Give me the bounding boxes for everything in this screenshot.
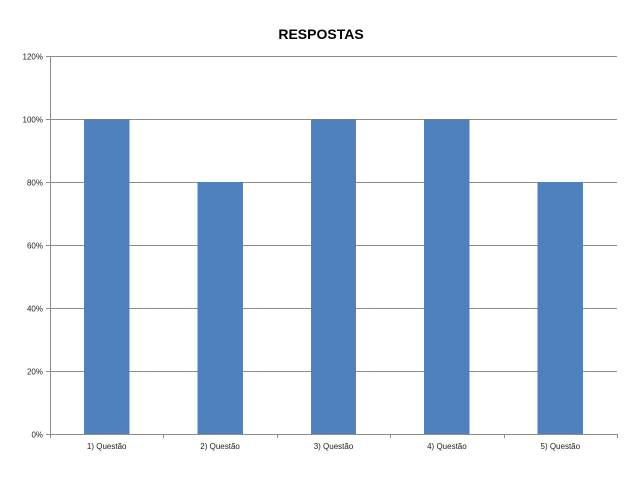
x-tick-label: 1) Questão [87, 442, 127, 451]
bars [84, 119, 583, 434]
y-tick-label: 0% [31, 431, 43, 440]
x-tick-label: 4) Questão [427, 442, 467, 451]
x-tick-labels: 1) Questão 2) Questão 3) Questão 4) Questão… [87, 442, 581, 451]
bar [84, 119, 130, 434]
x-tick-label: 3) Questão [314, 442, 354, 451]
bar [537, 182, 583, 434]
y-tick-labels: 0% 20% 40% 60% 80% 100% 120% [23, 53, 43, 440]
y-tick-label: 120% [23, 53, 43, 62]
axes [46, 56, 618, 438]
bar [197, 182, 243, 434]
x-tick-label: 2) Questão [200, 442, 240, 451]
y-tick-label: 80% [27, 179, 43, 188]
y-tick-label: 100% [23, 116, 43, 125]
y-tick-label: 40% [27, 305, 43, 314]
bar [424, 119, 470, 434]
bar [310, 119, 357, 434]
y-tick-label: 60% [27, 242, 43, 251]
chart-title: RESPOSTAS [278, 26, 363, 42]
y-tick-label: 20% [27, 368, 43, 377]
x-tick-label: 5) Questão [541, 442, 581, 451]
